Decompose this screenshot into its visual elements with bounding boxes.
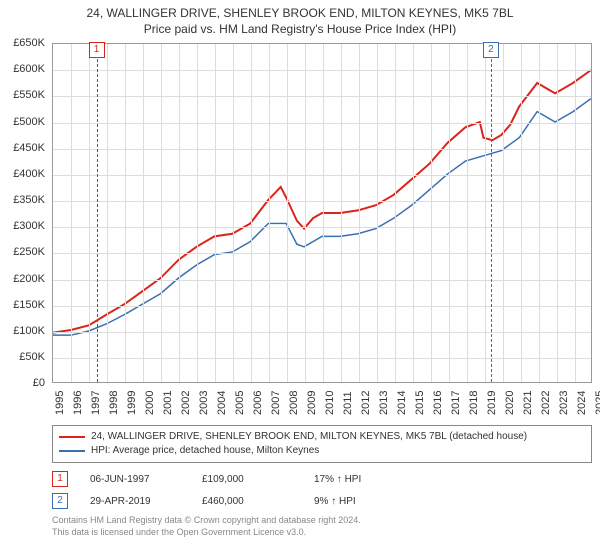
y-tick-label: £350K <box>13 194 45 206</box>
x-tick-label: 2003 <box>198 391 210 415</box>
footer-attribution: Contains HM Land Registry data © Crown c… <box>52 515 592 538</box>
x-tick-label: 2025 <box>594 391 600 415</box>
x-tick-label: 2006 <box>252 391 264 415</box>
transaction-row: 2 29-APR-2019 £460,000 9% ↑ HPI <box>52 493 592 509</box>
x-tick-label: 2017 <box>450 391 462 415</box>
x-tick-label: 2007 <box>270 391 282 415</box>
y-tick-label: £300K <box>13 220 45 232</box>
legend-label: HPI: Average price, detached house, Milt… <box>91 444 319 458</box>
y-tick-label: £450K <box>13 142 45 154</box>
legend-item-hpi: HPI: Average price, detached house, Milt… <box>59 444 585 458</box>
x-tick-label: 2021 <box>522 391 534 415</box>
legend-swatch <box>59 436 85 438</box>
y-tick-label: £650K <box>13 37 45 49</box>
x-tick-label: 2014 <box>396 391 408 415</box>
x-tick-label: 2020 <box>504 391 516 415</box>
y-tick-label: £150K <box>13 299 45 311</box>
x-tick-label: 2005 <box>234 391 246 415</box>
y-tick-label: £250K <box>13 246 45 258</box>
x-tick-label: 1998 <box>108 391 120 415</box>
x-tick-label: 2024 <box>576 391 588 415</box>
x-tick-label: 2022 <box>540 391 552 415</box>
x-tick-label: 1996 <box>72 391 84 415</box>
legend: 24, WALLINGER DRIVE, SHENLEY BROOK END, … <box>52 425 592 463</box>
y-tick-label: £600K <box>13 63 45 75</box>
marker-box-1: 1 <box>89 42 105 58</box>
x-tick-label: 2002 <box>180 391 192 415</box>
x-tick-label: 2009 <box>306 391 318 415</box>
transaction-marker: 1 <box>52 471 68 487</box>
transaction-delta: 9% ↑ HPI <box>314 496 404 507</box>
title-subtitle: Price paid vs. HM Land Registry's House … <box>8 22 592 38</box>
transaction-price: £109,000 <box>202 474 292 485</box>
y-axis-labels: £0 £50K £100K £150K £200K £250K £300K £350K £400… <box>1 37 49 391</box>
x-tick-label: 2011 <box>342 392 354 416</box>
transaction-price: £460,000 <box>202 496 292 507</box>
y-tick-label: £50K <box>19 351 45 363</box>
legend-item-price_paid: 24, WALLINGER DRIVE, SHENLEY BROOK END, … <box>59 430 585 444</box>
x-tick-label: 1999 <box>126 391 138 415</box>
x-tick-label: 2010 <box>324 391 336 415</box>
x-tick-label: 2015 <box>414 391 426 415</box>
x-tick-label: 2013 <box>378 391 390 415</box>
x-tick-label: 2004 <box>216 391 228 415</box>
x-tick-label: 2001 <box>162 391 174 415</box>
title-address: 24, WALLINGER DRIVE, SHENLEY BROOK END, … <box>8 6 592 22</box>
x-tick-label: 2023 <box>558 391 570 415</box>
legend-swatch <box>59 450 85 452</box>
transaction-rows: 1 06-JUN-1997 £109,000 17% ↑ HPI 2 29-APR-201… <box>52 471 592 509</box>
x-tick-label: 2000 <box>144 391 156 415</box>
x-tick-label: 1995 <box>54 391 66 415</box>
x-tick-label: 2008 <box>288 391 300 415</box>
transaction-date: 06-JUN-1997 <box>90 474 180 485</box>
x-axis-labels: 1995 1996 1997 1998 1999 2000 2001 2002 2003 2004… <box>52 385 592 421</box>
y-tick-label: £100K <box>13 325 45 337</box>
series-hpi <box>53 99 591 336</box>
y-tick-label: £200K <box>13 273 45 285</box>
y-tick-label: £400K <box>13 168 45 180</box>
legend-label: 24, WALLINGER DRIVE, SHENLEY BROOK END, … <box>91 430 527 444</box>
transaction-marker: 2 <box>52 493 68 509</box>
y-tick-label: £500K <box>13 116 45 128</box>
chart-plot-area: £0£50K£100K£150K£200K£250K£300K£350K£400… <box>52 43 592 383</box>
marker-line-1 <box>97 44 98 382</box>
marker-line-2 <box>491 44 492 382</box>
transaction-row: 1 06-JUN-1997 £109,000 17% ↑ HPI <box>52 471 592 487</box>
x-tick-label: 2016 <box>432 391 444 415</box>
transaction-delta: 17% ↑ HPI <box>314 474 404 485</box>
x-tick-label: 2019 <box>486 391 498 415</box>
y-tick-label: £0 <box>33 377 45 389</box>
x-tick-label: 2018 <box>468 391 480 415</box>
transaction-date: 29-APR-2019 <box>90 496 180 507</box>
y-tick-label: £550K <box>13 89 45 101</box>
footer-line2: This data is licensed under the Open Gov… <box>52 527 592 539</box>
chart-header: 24, WALLINGER DRIVE, SHENLEY BROOK END, … <box>0 0 600 39</box>
footer-line1: Contains HM Land Registry data © Crown c… <box>52 515 592 527</box>
marker-box-2: 2 <box>483 42 499 58</box>
x-tick-label: 1997 <box>90 391 102 415</box>
x-tick-label: 2012 <box>360 391 372 415</box>
